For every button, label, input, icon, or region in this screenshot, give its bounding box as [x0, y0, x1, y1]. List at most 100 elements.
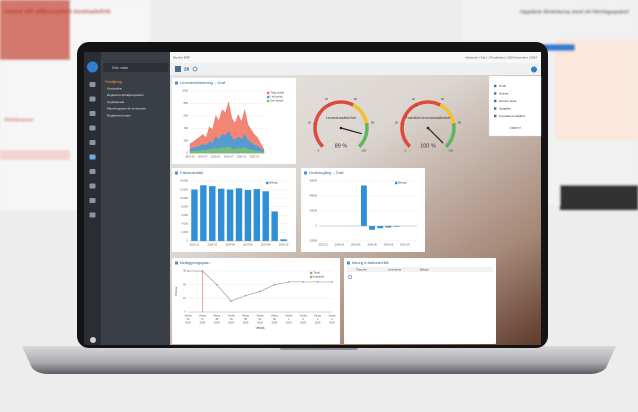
gauge-tick-label: 20 — [308, 121, 312, 125]
point — [230, 300, 233, 302]
user-menu-item[interactable]: Profil — [499, 84, 506, 88]
y-tick-label: 200 — [184, 138, 189, 142]
nav-icon[interactable] — [89, 183, 96, 189]
y-axis-label: Timmar — [174, 286, 178, 296]
gauge-tick — [408, 144, 412, 148]
point — [215, 283, 218, 286]
x-tick-label: Vecka — [314, 314, 322, 318]
gauge-band — [400, 100, 441, 148]
user-menu-item[interactable]: Monitor-chatt — [499, 99, 517, 103]
user-menu-item[interactable]: Uppgifter — [499, 106, 511, 110]
gauge-tick — [351, 102, 354, 107]
menu-icon — [494, 114, 497, 118]
legend-swatch — [267, 91, 270, 95]
nav-icon[interactable] — [89, 96, 96, 102]
gauge-tick-label: 0 — [405, 148, 407, 152]
gauge-band — [445, 123, 456, 148]
x-tick-label: 2024-06 — [243, 243, 253, 247]
top-bar — [170, 52, 541, 63]
x-tick-label: 2023-12 — [190, 243, 200, 247]
gauge-tick — [415, 102, 418, 107]
logo[interactable] — [87, 61, 98, 73]
y-tick-label: 20 — [183, 282, 186, 286]
nav-icon[interactable] — [89, 198, 96, 203]
user-menu-item[interactable]: Notiser — [499, 91, 509, 95]
point — [287, 281, 290, 283]
bar — [385, 226, 392, 228]
area — [189, 130, 265, 154]
bg-frame — [560, 185, 638, 210]
search-icon[interactable] — [192, 66, 198, 72]
bar — [191, 189, 198, 241]
x-tick-label: 49 — [230, 317, 233, 321]
x-tick-label: 2024-06 — [367, 243, 377, 247]
panel-title: Beläggningsplan — [180, 260, 210, 265]
x-tick-label: Vecka — [300, 314, 308, 318]
menu-item[interactable]: Planeringsvyer för leveranser — [107, 107, 146, 111]
y-tick-label: 12,000 — [180, 187, 188, 191]
panel-title: Leveransförsening – Graf — [180, 80, 226, 85]
user-menu-item[interactable]: Logga ut — [509, 125, 521, 129]
menu-item[interactable]: Uppdaterade — [107, 100, 125, 104]
search-box[interactable] — [103, 63, 168, 72]
y-tick-label: 0 — [187, 239, 189, 243]
bg-button — [0, 150, 70, 160]
menu-icon — [494, 92, 497, 95]
x-tick-label: 2025 — [315, 320, 321, 324]
panel-title: Orderingång – Graf — [309, 170, 344, 175]
x-tick-label: 2024-08 — [261, 243, 271, 247]
grid-icon[interactable] — [175, 66, 181, 72]
bar — [271, 211, 278, 241]
avatar[interactable] — [531, 66, 537, 73]
y-tick-label: 8,000 — [182, 204, 189, 208]
menu-icon — [494, 99, 497, 103]
area — [189, 146, 265, 154]
panel-icon — [175, 261, 178, 265]
bg-card — [555, 40, 638, 140]
menu-item[interactable]: Kundordrar — [107, 86, 122, 90]
menu-item[interactable]: Registrera försäljningsorder — [107, 93, 144, 97]
x-tick-label: 2024 — [228, 320, 234, 324]
y-tick-label: 0 — [185, 310, 187, 314]
nav-icon[interactable] — [89, 82, 96, 87]
nav-icon[interactable] — [89, 169, 96, 174]
gauge-tick — [357, 144, 361, 148]
gauge-band — [313, 100, 354, 148]
legend-swatch — [267, 99, 270, 103]
point — [273, 283, 276, 286]
legend-label: Tidig (antal) — [271, 91, 285, 95]
toggle[interactable] — [90, 337, 96, 343]
panel-title: Inkorg e-faktura/XML — [352, 260, 390, 265]
gauge-needle — [340, 127, 362, 135]
nav-icon[interactable] — [89, 154, 96, 160]
panel-icon — [304, 171, 307, 175]
bar — [244, 190, 252, 241]
y-tick-label: 6,000 — [182, 213, 189, 217]
nav-icon[interactable] — [89, 212, 96, 218]
x-tick-label: 2024-04 — [225, 243, 235, 247]
panel-icon — [175, 81, 178, 85]
user-menu-item[interactable]: Kontakta kundtjänst — [499, 114, 526, 118]
bg-image — [0, 0, 70, 60]
legend-swatch — [310, 275, 313, 279]
gauge-tick — [364, 123, 369, 125]
bar — [209, 186, 216, 241]
date-badge[interactable]: 28 — [184, 66, 190, 71]
menu-item[interactable]: Registrera kunder — [107, 113, 131, 117]
nav-icon[interactable] — [89, 140, 96, 145]
legend-label: I tid (antal) — [271, 95, 283, 99]
x-tick-label: Vecka — [285, 314, 293, 318]
y-tick-label: 800 — [184, 101, 189, 105]
background: Anslut ditt affärssystem kostnadsfritt W… — [0, 0, 638, 210]
bg-heading: Upptäck fördelarna med ett företagspaket — [520, 9, 629, 15]
nav-icon[interactable] — [89, 125, 96, 131]
bar — [235, 188, 243, 241]
product-name: Monitor ERP — [173, 55, 190, 59]
nav-icon[interactable] — [89, 111, 96, 116]
menu-icon — [494, 84, 497, 88]
x-tick-label: Vecka — [199, 314, 207, 318]
legend-swatch — [267, 95, 270, 99]
refresh-icon[interactable] — [348, 275, 352, 279]
gauge-tick-label: 60 — [354, 97, 358, 101]
y-tick-label: 10 — [183, 296, 186, 300]
